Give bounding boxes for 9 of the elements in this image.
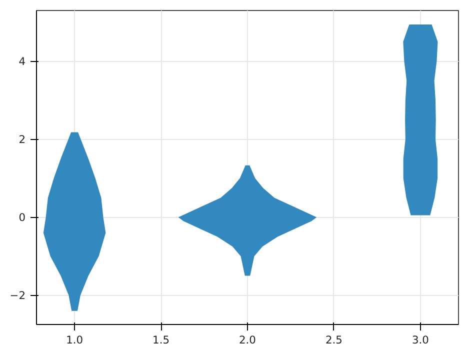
x-tick-label: 3.0 <box>412 334 430 346</box>
x-tick-label: 2.0 <box>239 334 256 346</box>
y-tick-label: 0 <box>18 211 26 224</box>
y-tick-label: 4 <box>18 55 26 68</box>
x-tick-label: 1.5 <box>152 334 170 346</box>
y-tick-label: −2 <box>10 289 26 302</box>
y-tick-label: 2 <box>18 133 26 146</box>
x-tick-label: 2.5 <box>326 334 342 346</box>
x-tick-label: 1.0 <box>66 334 84 346</box>
